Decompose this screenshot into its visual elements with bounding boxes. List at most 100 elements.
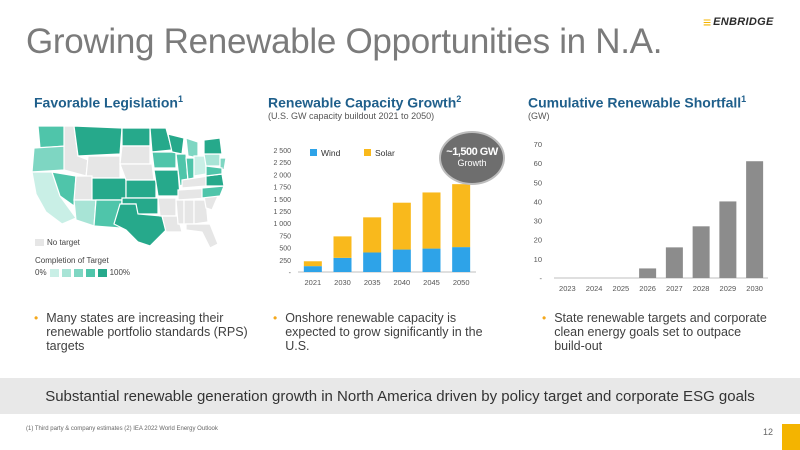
capacity-title: Renewable Capacity Growth2	[268, 94, 462, 111]
bullet-icon: •	[273, 311, 278, 325]
badge-label: Growth	[457, 158, 487, 168]
completion-label: Completion of Target	[35, 256, 109, 265]
map-state-co	[91, 177, 127, 201]
enbridge-logo-icon: ≡	[703, 14, 712, 30]
x-tick-label: 2030	[746, 284, 763, 293]
map-state-nj	[219, 157, 226, 171]
bar-wind	[422, 248, 441, 272]
x-tick-label: 2045	[423, 278, 440, 287]
bar-shortfall	[639, 268, 657, 278]
bar-shortfall	[719, 201, 737, 278]
x-tick-label: 2050	[453, 278, 470, 287]
scale-min: 0%	[35, 268, 47, 277]
map-state-wy	[85, 155, 121, 179]
x-tick-label: 2027	[666, 284, 683, 293]
y-tick-label: 500	[279, 246, 291, 253]
map-state-ia	[151, 151, 177, 169]
us-states-map	[31, 125, 226, 249]
map-state-pa	[203, 153, 221, 167]
legislation-title: Favorable Legislation1	[34, 94, 183, 111]
scale-max: 100%	[109, 268, 131, 277]
capacity-chart: - 250 500 750 1 000 1 250 1 500 1 750 2 000 2 250…	[273, 148, 476, 287]
bullet-icon: •	[34, 311, 39, 325]
map-state-ar	[157, 197, 177, 217]
x-tick-label: 2029	[720, 284, 737, 293]
x-tick-label: 2026	[639, 284, 656, 293]
enbridge-logo: ≡ ENBRIDGE	[703, 14, 774, 30]
bar-solar	[422, 192, 441, 249]
legend-label-solar: Solar	[375, 148, 395, 158]
footnote: (1) Third party & company estimates (2) …	[26, 426, 218, 432]
map-state-az	[73, 199, 97, 227]
y-tick-label: -	[289, 270, 292, 277]
scale-swatch	[97, 268, 107, 277]
x-tick-label: 2040	[393, 278, 410, 287]
y-tick-label: 2 500	[273, 148, 291, 155]
capacity-bullet: • Onshore renewable capacity is expected…	[273, 311, 483, 353]
page-number: 12	[763, 427, 774, 437]
x-tick-label: 2028	[693, 284, 710, 293]
x-tick-label: 2024	[586, 284, 603, 293]
x-tick-label: 2025	[613, 284, 630, 293]
map-state-ny	[203, 137, 223, 155]
bullet-icon: •	[542, 311, 547, 325]
no-target-label: No target	[47, 238, 80, 247]
bar-solar	[333, 236, 352, 258]
summary-banner: Substantial renewable generation growth …	[0, 378, 800, 414]
y-tick-label: 1 750	[273, 185, 291, 192]
y-tick-label: 2 250	[273, 160, 291, 167]
scale-swatch	[73, 268, 83, 277]
map-state-in	[185, 157, 195, 181]
no-target-swatch	[35, 239, 44, 246]
scale-swatch	[85, 268, 95, 277]
logo-wordmark: ENBRIDGE	[713, 16, 774, 28]
y-tick-label: 750	[279, 233, 291, 240]
bar-solar	[363, 217, 382, 253]
map-state-ut	[73, 175, 93, 201]
y-tick-label: 70	[534, 140, 542, 149]
y-tick-label: 20	[534, 236, 542, 245]
map-state-ms	[175, 199, 185, 225]
legend-swatch-solar	[364, 149, 371, 156]
map-state-md	[205, 165, 223, 177]
bar-wind	[392, 249, 411, 272]
y-tick-label: 2 000	[273, 172, 291, 179]
map-state-nc	[201, 185, 225, 199]
bar-wind	[333, 257, 352, 272]
legend-label-wind: Wind	[321, 148, 341, 158]
badge-value: ~1,500 GW	[446, 146, 498, 158]
map-state-mn	[149, 127, 173, 153]
y-tick-label: 40	[534, 197, 542, 206]
capacity-subtitle: (U.S. GW capacity buildout 2021 to 2050)	[268, 111, 435, 121]
y-tick-label: -	[540, 274, 543, 283]
map-state-la	[161, 215, 183, 233]
x-tick-label: 2021	[304, 278, 321, 287]
bar-solar	[303, 261, 322, 267]
y-tick-label: 1 250	[273, 209, 291, 216]
map-state-wi	[167, 133, 185, 155]
map-state-fl	[185, 223, 219, 249]
legislation-bullet: • Many states are increasing their renew…	[34, 311, 248, 353]
bar-shortfall	[746, 161, 764, 278]
map-state-mt	[73, 125, 123, 157]
bar-wind	[452, 247, 471, 272]
corner-accent	[782, 424, 800, 450]
slide-title: Growing Renewable Opportunities in N.A.	[26, 22, 663, 61]
completion-scale: 0% 100%	[35, 268, 130, 277]
map-state-tx	[113, 203, 167, 247]
x-tick-label: 2035	[364, 278, 381, 287]
map-state-ga	[193, 199, 209, 225]
bar-wind	[303, 266, 322, 272]
y-tick-label: 10	[534, 255, 542, 264]
shortfall-subtitle: (GW)	[528, 111, 550, 121]
shortfall-title: Cumulative Renewable Shortfall1	[528, 94, 747, 111]
map-state-sd	[119, 145, 151, 165]
bar-shortfall	[665, 247, 683, 278]
growth-badge: ~1,500 GW Growth	[439, 131, 505, 185]
y-tick-label: 60	[534, 159, 542, 168]
y-tick-label: 1 000	[273, 221, 291, 228]
map-state-wa	[37, 125, 67, 149]
x-tick-label: 2023	[559, 284, 576, 293]
scale-swatch	[49, 268, 59, 277]
y-tick-label: 1 500	[273, 197, 291, 204]
